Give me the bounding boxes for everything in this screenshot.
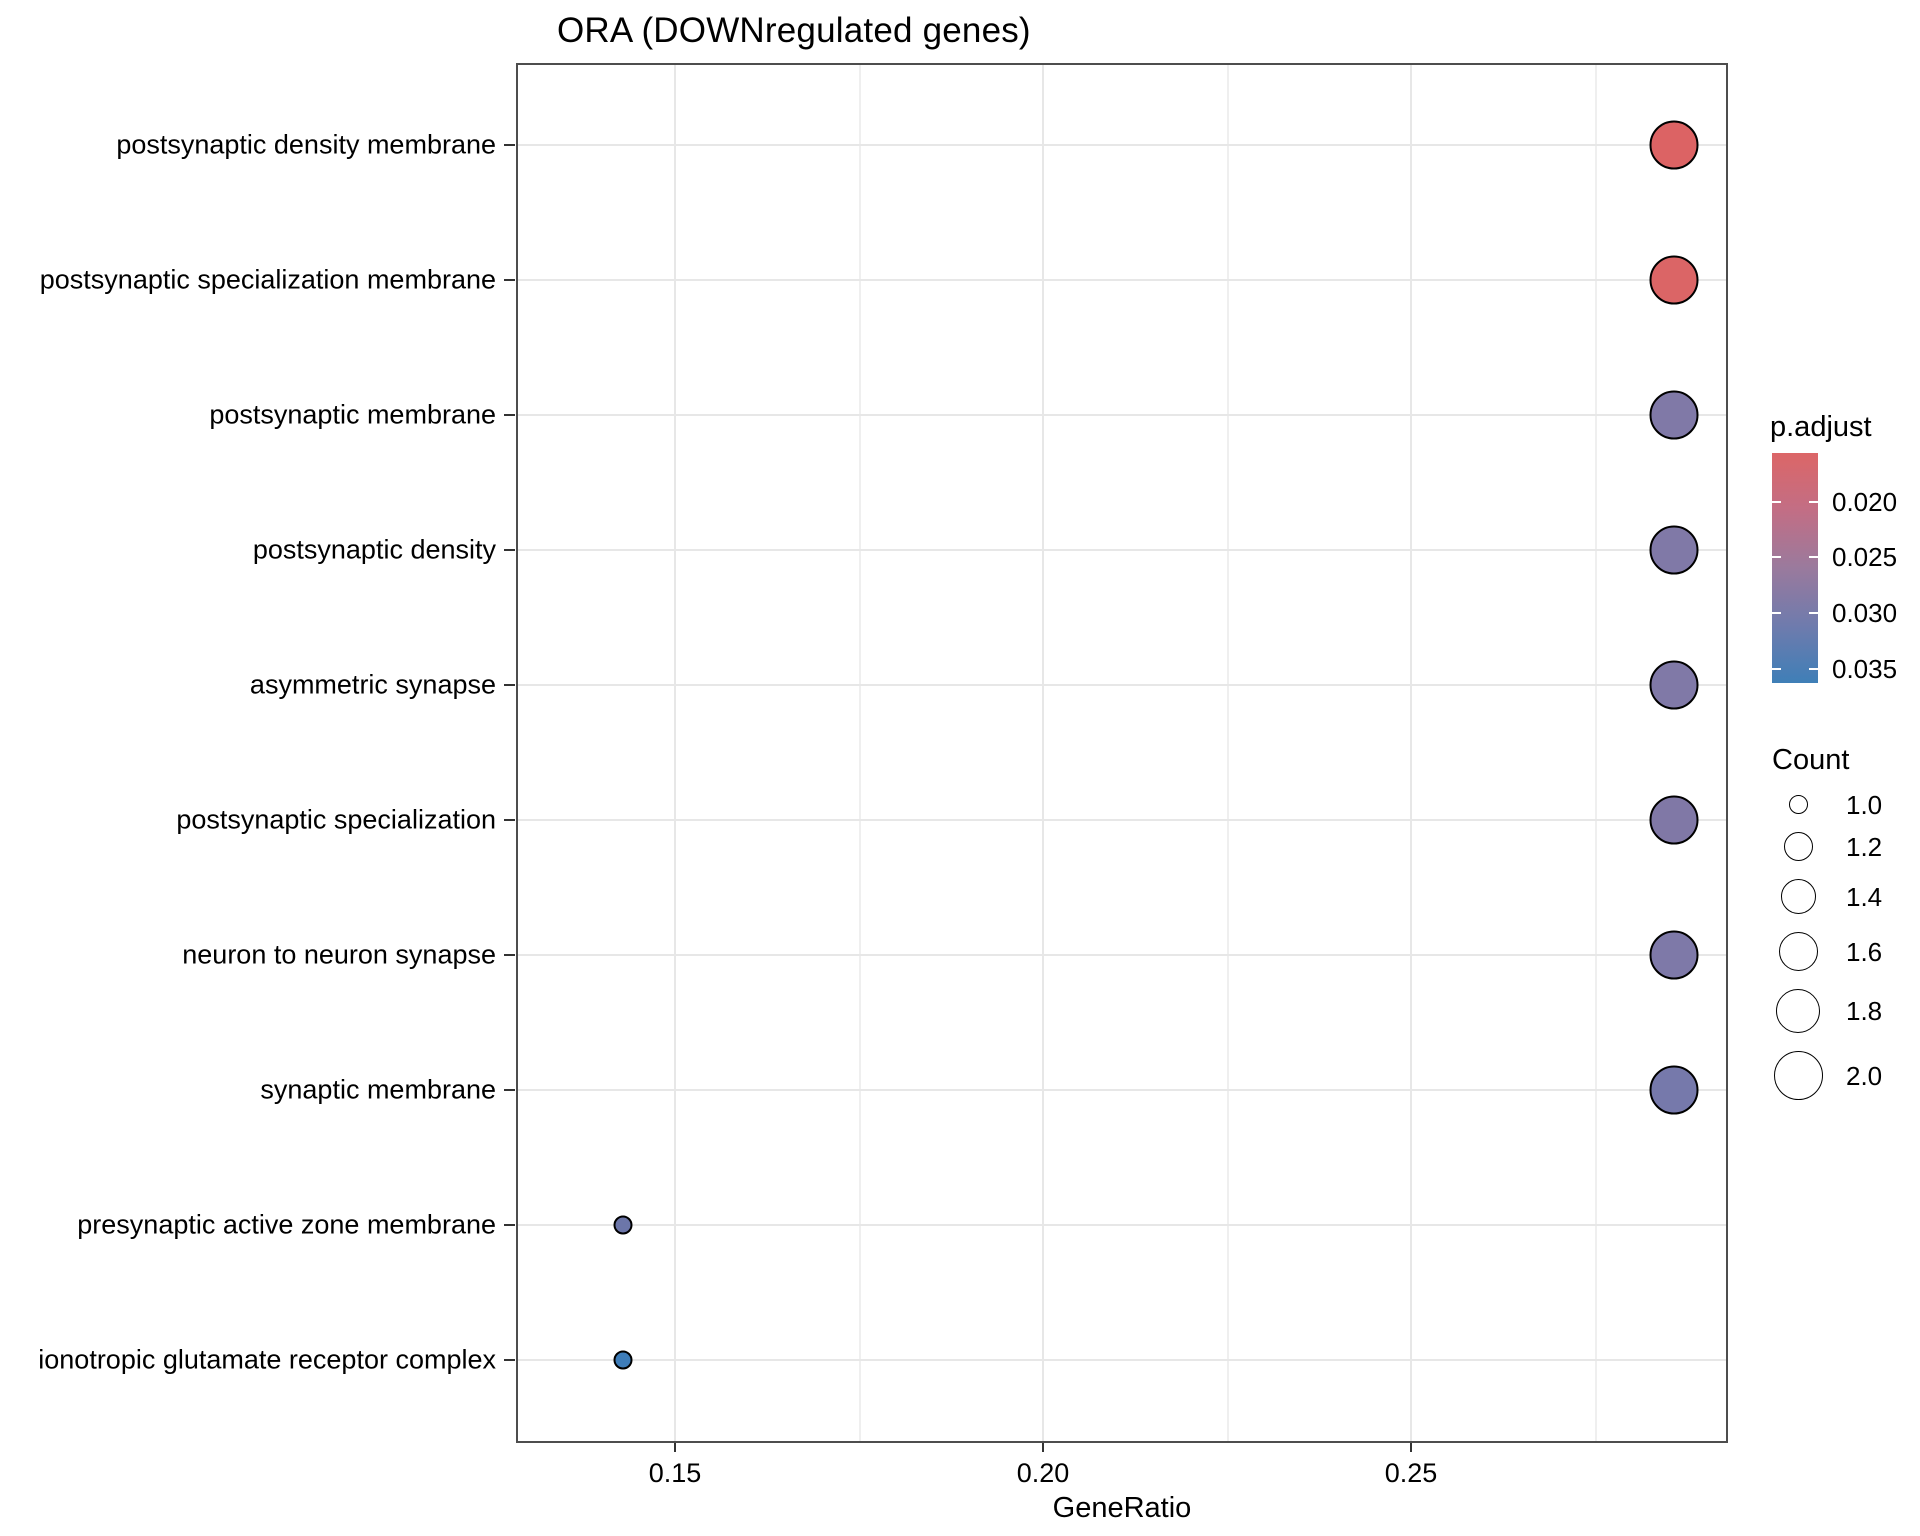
count-legend-entries: 1.0 1.2 1.4 1.6 1.8 2.0 bbox=[1772, 790, 1882, 1113]
gridline-major-horizontal bbox=[518, 1089, 1726, 1092]
x-axis-tick bbox=[1410, 1443, 1412, 1452]
count-legend-row: 1.0 bbox=[1772, 790, 1882, 819]
y-axis-tick bbox=[504, 548, 515, 551]
count-legend-key bbox=[1772, 932, 1824, 971]
y-axis-tick bbox=[504, 1224, 515, 1227]
padjust-tick-label: 0.035 bbox=[1832, 653, 1898, 684]
padjust-tick-mark bbox=[1809, 612, 1818, 614]
y-axis-label: presynaptic active zone membrane bbox=[77, 1209, 496, 1240]
enrichment-dot bbox=[1649, 390, 1699, 440]
y-axis-tick bbox=[504, 278, 515, 281]
enrichment-dot bbox=[1649, 120, 1699, 169]
gridline-major-vertical bbox=[1042, 65, 1044, 1441]
padjust-tick-mark bbox=[1772, 667, 1781, 670]
enrichment-dot bbox=[1649, 255, 1699, 305]
y-axis-tick bbox=[504, 683, 515, 686]
count-legend-label: 1.4 bbox=[1846, 881, 1883, 912]
x-axis-tick-label: 0.15 bbox=[648, 1458, 702, 1488]
y-axis-label: postsynaptic specialization membrane bbox=[39, 264, 496, 295]
padjust-tick-mark bbox=[1809, 556, 1818, 559]
gridline-major-horizontal bbox=[518, 548, 1726, 551]
y-axis-label: neuron to neuron synapse bbox=[182, 939, 496, 970]
gridline-major-horizontal bbox=[518, 1359, 1726, 1362]
y-axis-label: asymmetric synapse bbox=[249, 669, 496, 700]
enrichment-dot bbox=[613, 1350, 633, 1370]
count-legend-label: 1.8 bbox=[1846, 996, 1883, 1026]
y-axis-tick bbox=[504, 143, 515, 146]
enrichment-dot bbox=[1649, 795, 1699, 845]
count-circle-icon bbox=[1783, 832, 1813, 861]
y-axis-tick bbox=[504, 954, 515, 957]
gridline-major-vertical bbox=[674, 65, 676, 1441]
y-axis-tick bbox=[504, 1359, 515, 1362]
count-legend-row: 1.8 bbox=[1772, 984, 1882, 1038]
count-circle-icon bbox=[1776, 989, 1820, 1033]
x-axis-tick bbox=[674, 1443, 676, 1452]
count-legend-row: 1.4 bbox=[1772, 874, 1882, 919]
enrichment-dot bbox=[1649, 525, 1699, 575]
count-legend-key bbox=[1772, 1051, 1824, 1100]
padjust-tick-mark bbox=[1772, 556, 1781, 559]
y-axis-tick bbox=[504, 819, 515, 821]
count-legend-row: 1.6 bbox=[1772, 927, 1882, 976]
padjust-tick-mark bbox=[1772, 500, 1781, 503]
y-axis-label: postsynaptic membrane bbox=[209, 399, 496, 430]
count-legend-key bbox=[1772, 879, 1824, 914]
count-legend-key bbox=[1772, 989, 1824, 1033]
x-axis-tick-label: 0.20 bbox=[1016, 1458, 1070, 1488]
x-axis-tick-label: 0.25 bbox=[1384, 1458, 1438, 1488]
padjust-tick-mark bbox=[1809, 667, 1818, 670]
count-legend-row: 2.0 bbox=[1772, 1046, 1882, 1105]
padjust-tick-mark bbox=[1772, 612, 1781, 614]
y-axis-label: postsynaptic density bbox=[252, 534, 496, 565]
gridline-major-horizontal bbox=[518, 1224, 1726, 1227]
count-circle-icon bbox=[1780, 879, 1816, 914]
enrichment-dot bbox=[1649, 930, 1699, 980]
enrichment-dot bbox=[613, 1215, 633, 1235]
count-circle-icon bbox=[1778, 932, 1818, 971]
padjust-colorbar bbox=[1772, 453, 1818, 683]
count-legend-key bbox=[1772, 795, 1824, 814]
count-legend-label: 2.0 bbox=[1846, 1060, 1883, 1091]
x-axis-title: GeneRatio bbox=[1052, 1492, 1192, 1524]
x-axis-tick bbox=[1042, 1443, 1044, 1452]
y-axis-tick bbox=[504, 413, 515, 416]
padjust-tick-label: 0.030 bbox=[1832, 598, 1898, 628]
count-legend-label: 1.0 bbox=[1846, 789, 1883, 820]
count-circle-icon bbox=[1788, 795, 1808, 814]
count-legend-label: 1.2 bbox=[1846, 831, 1883, 862]
y-axis-label: synaptic membrane bbox=[260, 1074, 496, 1105]
y-axis-label: ionotropic glutamate receptor complex bbox=[38, 1344, 496, 1375]
y-axis-label: postsynaptic density membrane bbox=[116, 129, 496, 159]
count-circle-icon bbox=[1773, 1051, 1823, 1100]
count-legend-label: 1.6 bbox=[1846, 936, 1883, 967]
padjust-tick-label: 0.020 bbox=[1832, 486, 1898, 517]
y-axis-tick bbox=[504, 1089, 515, 1092]
padjust-tick-label: 0.025 bbox=[1832, 542, 1898, 573]
gridline-minor-vertical bbox=[1595, 65, 1597, 1441]
gridline-minor-vertical bbox=[859, 65, 861, 1441]
padjust-legend-title: p.adjust bbox=[1770, 411, 1872, 443]
count-legend-title: Count bbox=[1772, 744, 1850, 776]
enrichment-dot bbox=[1649, 660, 1699, 710]
gridline-major-horizontal bbox=[518, 954, 1726, 957]
gridline-major-vertical bbox=[1410, 65, 1412, 1441]
gridline-major-horizontal bbox=[518, 413, 1726, 416]
plot-panel bbox=[516, 63, 1728, 1443]
count-legend-row: 1.2 bbox=[1772, 827, 1882, 866]
gridline-major-horizontal bbox=[518, 143, 1726, 146]
count-legend-key bbox=[1772, 832, 1824, 861]
gridline-major-horizontal bbox=[518, 683, 1726, 686]
gridline-minor-vertical bbox=[1227, 65, 1229, 1441]
gridline-major-horizontal bbox=[518, 819, 1726, 821]
y-axis-label: postsynaptic specialization bbox=[176, 804, 496, 835]
enrichment-dot bbox=[1649, 1065, 1699, 1115]
padjust-tick-mark bbox=[1809, 500, 1818, 503]
chart-title: ORA (DOWNregulated genes) bbox=[557, 11, 1031, 50]
gridline-major-horizontal bbox=[518, 278, 1726, 281]
